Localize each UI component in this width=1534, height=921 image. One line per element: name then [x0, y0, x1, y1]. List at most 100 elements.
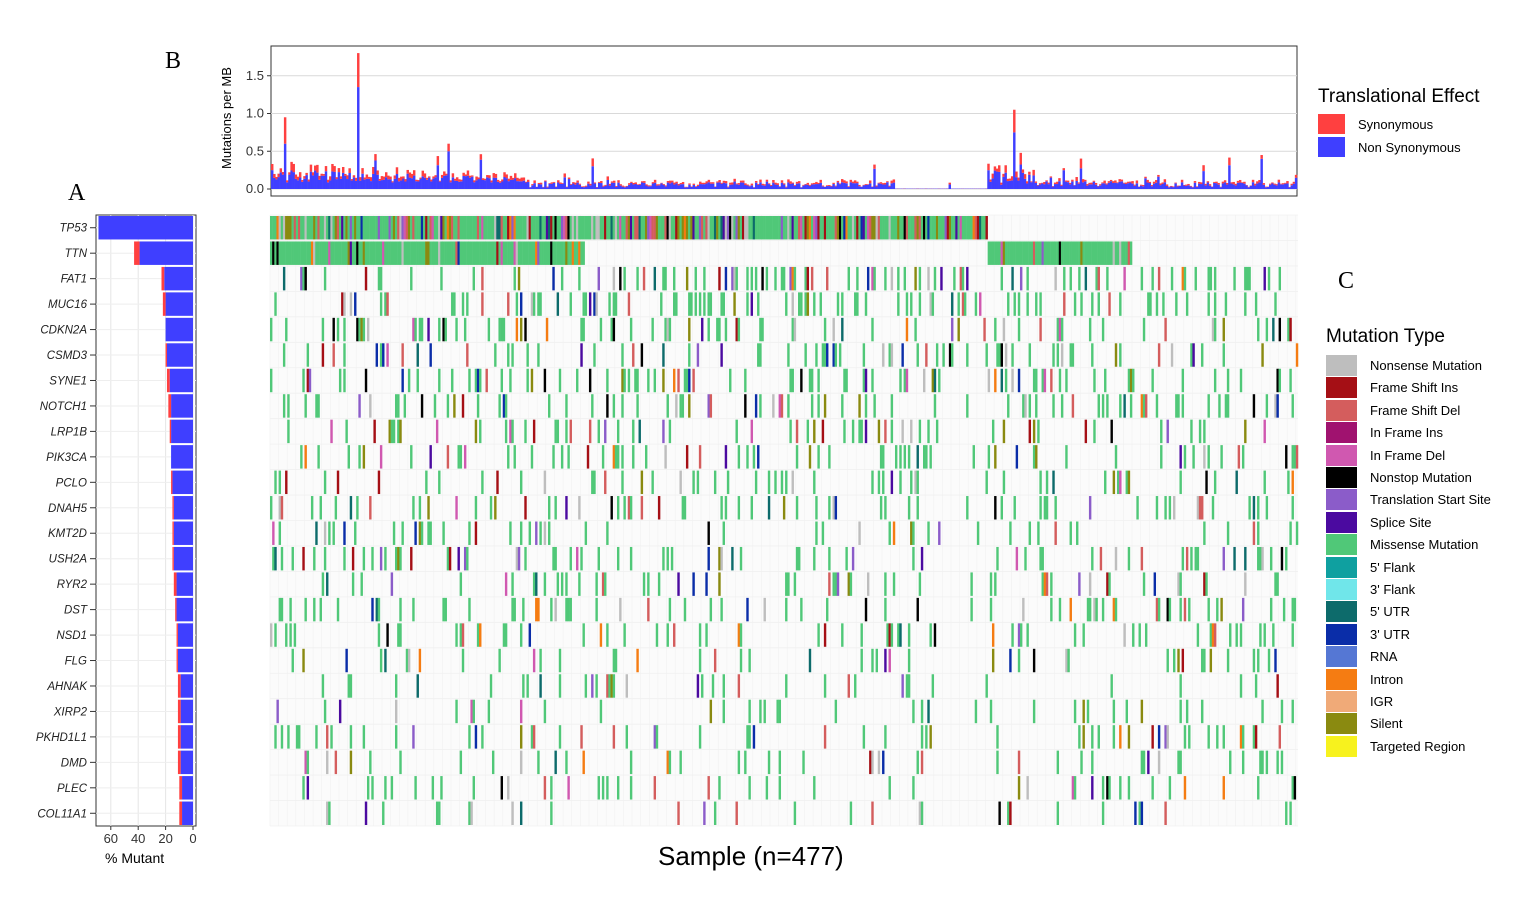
oncoplot-cell — [1168, 776, 1172, 800]
tmb-bar-nonsyn — [782, 184, 786, 189]
oncoplot-cell — [1069, 266, 1072, 291]
oncoplot-cell — [744, 216, 747, 240]
tmb-bar-syn — [1271, 182, 1274, 184]
oncoplot-cell — [582, 750, 585, 775]
oncoplot-cell — [604, 216, 607, 240]
oncoplot-cell — [519, 801, 523, 825]
oncoplot-cell — [487, 216, 491, 240]
oncoplot-cell — [550, 216, 553, 240]
oncoplot-cell — [1017, 317, 1021, 342]
oncoplot-cell — [832, 572, 835, 596]
oncoplot-cell — [343, 292, 346, 316]
oncoplot-cell — [877, 470, 881, 495]
oncoplot-cell — [526, 216, 529, 240]
oncoplot-cell — [558, 648, 562, 673]
tmb-bar-syn — [516, 177, 519, 182]
oncoplot-cell — [1216, 725, 1219, 749]
tmb-bar-syn — [455, 177, 459, 181]
oncoplot-cell — [946, 216, 950, 240]
tmb-bar-syn — [301, 180, 304, 182]
oncoplot-cell — [1019, 266, 1023, 291]
sample-axis-label: Sample (n=477) — [658, 841, 844, 871]
oncoplot-cell — [817, 445, 820, 469]
oncoplot-cell — [519, 470, 523, 495]
tmb-bar-syn — [1006, 178, 1010, 182]
tmb-bar-syn — [1043, 182, 1046, 185]
oncoplot-cell — [606, 776, 609, 800]
oncoplot-cell — [328, 521, 331, 545]
tmb-bar-nonsyn — [714, 186, 717, 189]
oncoplot-cell — [972, 445, 975, 469]
oncoplot-cell — [873, 216, 876, 240]
oncoplot-cell — [994, 445, 997, 469]
oncoplot-cell — [961, 216, 965, 240]
tmb-bar-nonsyn — [1021, 172, 1025, 189]
tmb-bar-nonsyn — [453, 180, 457, 189]
tmb-bar-syn — [1116, 182, 1119, 184]
oncoplot-cell — [442, 216, 445, 240]
oncoplot-cell — [1132, 368, 1135, 393]
oncoplot-cell — [944, 216, 947, 240]
oncoplot-cell — [1265, 317, 1269, 342]
oncoplot-cell — [647, 368, 650, 393]
oncoplot-cell — [431, 241, 435, 265]
oncoplot-cell — [907, 445, 911, 469]
oncoplot-cell — [1173, 496, 1176, 520]
tmb-bar-nonsyn — [834, 186, 837, 189]
oncoplot-cell — [888, 623, 891, 647]
oncoplot-cell — [789, 368, 792, 393]
mutation-legend-item: Missense Mutation — [1326, 534, 1478, 556]
oncoplot-cell — [599, 699, 603, 724]
oncoplot-cell — [757, 343, 760, 367]
oncoplot-cell — [455, 317, 458, 342]
tmb-bar-nonsyn — [763, 185, 767, 189]
oncoplot-cell — [763, 216, 766, 240]
oncoplot-cell — [1261, 343, 1264, 367]
oncoplot-cell — [310, 241, 314, 265]
oncoplot-cell — [515, 216, 519, 240]
oncoplot-cell — [548, 241, 551, 265]
oncoplot-cell — [1168, 597, 1172, 622]
tmb-bar-nonsyn — [1284, 183, 1287, 189]
tmb-bar-nonsyn — [722, 182, 726, 189]
oncoplot-cell — [274, 241, 277, 265]
oncoplot-cell — [1209, 648, 1213, 673]
tmb-bar-syn — [471, 175, 474, 177]
tmb-bar-syn — [1264, 186, 1268, 188]
oncoplot-cell — [1177, 648, 1180, 673]
tmb-bar-syn — [1213, 181, 1216, 183]
oncoplot-cell — [472, 216, 475, 240]
oncoplot-cell — [636, 368, 639, 393]
tmb-bar-syn — [1118, 179, 1121, 182]
oncoplot-cell — [504, 216, 508, 240]
oncoplot-cell — [1112, 470, 1116, 495]
oncoplot-cell — [1080, 292, 1083, 316]
tmb-bar-syn — [324, 166, 328, 172]
tmb-bar-nonsyn — [1150, 186, 1154, 189]
oncoplot-cell — [345, 241, 348, 265]
oncoplot-cell — [1278, 725, 1282, 749]
oncoplot-cell — [373, 419, 376, 444]
tmb-bar-nonsyn — [1133, 185, 1136, 189]
panel-label-c: C — [1338, 268, 1355, 294]
oncoplot-cell — [739, 546, 743, 571]
tmb-bar-syn — [628, 183, 631, 185]
oncoplot-cell — [1073, 623, 1077, 647]
oncoplot-cell — [332, 521, 335, 545]
oncoplot-cell — [625, 674, 629, 698]
oncoplot-cell — [899, 445, 902, 469]
tmb-bar-nonsyn — [711, 183, 715, 189]
tmb-bar-nonsyn — [1191, 187, 1195, 189]
oncoplot-cell — [371, 776, 374, 800]
oncoplot-cell — [776, 699, 779, 724]
oncoplot-cell — [905, 317, 909, 342]
oncoplot-cell — [554, 597, 557, 622]
tmb-bar-syn — [314, 165, 317, 171]
oncoplot-cell — [1035, 368, 1038, 393]
tmb-bar-nonsyn — [1258, 182, 1261, 189]
oncoplot-cell — [1285, 546, 1288, 571]
oncoplot-cell — [530, 241, 534, 265]
oncoplot-cell — [1295, 343, 1299, 367]
oncoplot-cell — [1241, 597, 1245, 622]
oncoplot-cell — [1183, 266, 1187, 291]
